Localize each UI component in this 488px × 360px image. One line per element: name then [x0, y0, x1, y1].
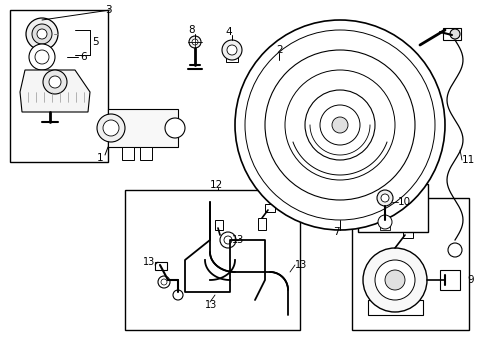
Circle shape: [222, 40, 242, 60]
Circle shape: [32, 24, 52, 44]
Bar: [367, 300, 422, 315]
Text: 5: 5: [92, 37, 99, 47]
Circle shape: [220, 232, 236, 248]
Text: 13: 13: [231, 235, 244, 245]
Bar: [351, 198, 468, 330]
Circle shape: [362, 248, 426, 312]
Bar: [264, 60, 292, 90]
Bar: [267, 88, 275, 100]
Circle shape: [285, 70, 394, 180]
Bar: [225, 54, 238, 62]
Circle shape: [97, 114, 125, 142]
Circle shape: [447, 243, 461, 257]
Circle shape: [374, 260, 414, 300]
Text: 9: 9: [466, 275, 473, 285]
Circle shape: [384, 270, 404, 290]
Circle shape: [26, 18, 58, 50]
Bar: [155, 262, 167, 270]
Circle shape: [235, 20, 444, 230]
Bar: [108, 109, 178, 147]
Circle shape: [103, 120, 119, 136]
Bar: [10, 10, 108, 162]
Circle shape: [376, 190, 392, 206]
Bar: [215, 220, 223, 230]
Circle shape: [192, 39, 198, 45]
Circle shape: [380, 194, 388, 202]
Circle shape: [305, 90, 374, 160]
Circle shape: [224, 236, 231, 244]
Circle shape: [449, 29, 459, 39]
Circle shape: [161, 279, 167, 285]
Circle shape: [173, 290, 183, 300]
Bar: [439, 270, 459, 290]
Bar: [402, 230, 412, 238]
Text: 13: 13: [294, 260, 306, 270]
Circle shape: [37, 29, 47, 39]
Circle shape: [189, 36, 201, 48]
Bar: [357, 184, 427, 232]
Text: 10: 10: [397, 197, 410, 207]
Text: 8: 8: [188, 25, 195, 35]
Circle shape: [226, 45, 237, 55]
Bar: [122, 147, 134, 160]
Circle shape: [264, 50, 414, 200]
Bar: [442, 28, 460, 40]
Bar: [285, 85, 374, 165]
Bar: [379, 220, 389, 230]
Text: 2: 2: [276, 45, 283, 55]
Polygon shape: [20, 70, 90, 112]
Circle shape: [158, 276, 170, 288]
Bar: [264, 204, 274, 212]
Bar: [125, 190, 299, 330]
Text: 7: 7: [332, 227, 339, 237]
Text: 4: 4: [225, 27, 232, 37]
Text: 12: 12: [209, 180, 223, 190]
Bar: [258, 218, 265, 230]
Text: 13: 13: [204, 300, 217, 310]
Circle shape: [273, 70, 284, 80]
Bar: [140, 147, 152, 160]
Text: 11: 11: [461, 155, 474, 165]
Circle shape: [164, 118, 184, 138]
Circle shape: [29, 44, 55, 70]
Text: 1: 1: [97, 153, 103, 163]
Text: 13: 13: [142, 257, 155, 267]
Text: 3: 3: [104, 5, 111, 15]
Circle shape: [244, 30, 434, 220]
Circle shape: [377, 215, 391, 229]
Circle shape: [49, 76, 61, 88]
Text: 6: 6: [80, 52, 86, 62]
Circle shape: [35, 50, 49, 64]
Circle shape: [268, 65, 288, 85]
Circle shape: [43, 70, 67, 94]
Bar: [280, 88, 287, 100]
Circle shape: [319, 105, 359, 145]
Circle shape: [331, 117, 347, 133]
